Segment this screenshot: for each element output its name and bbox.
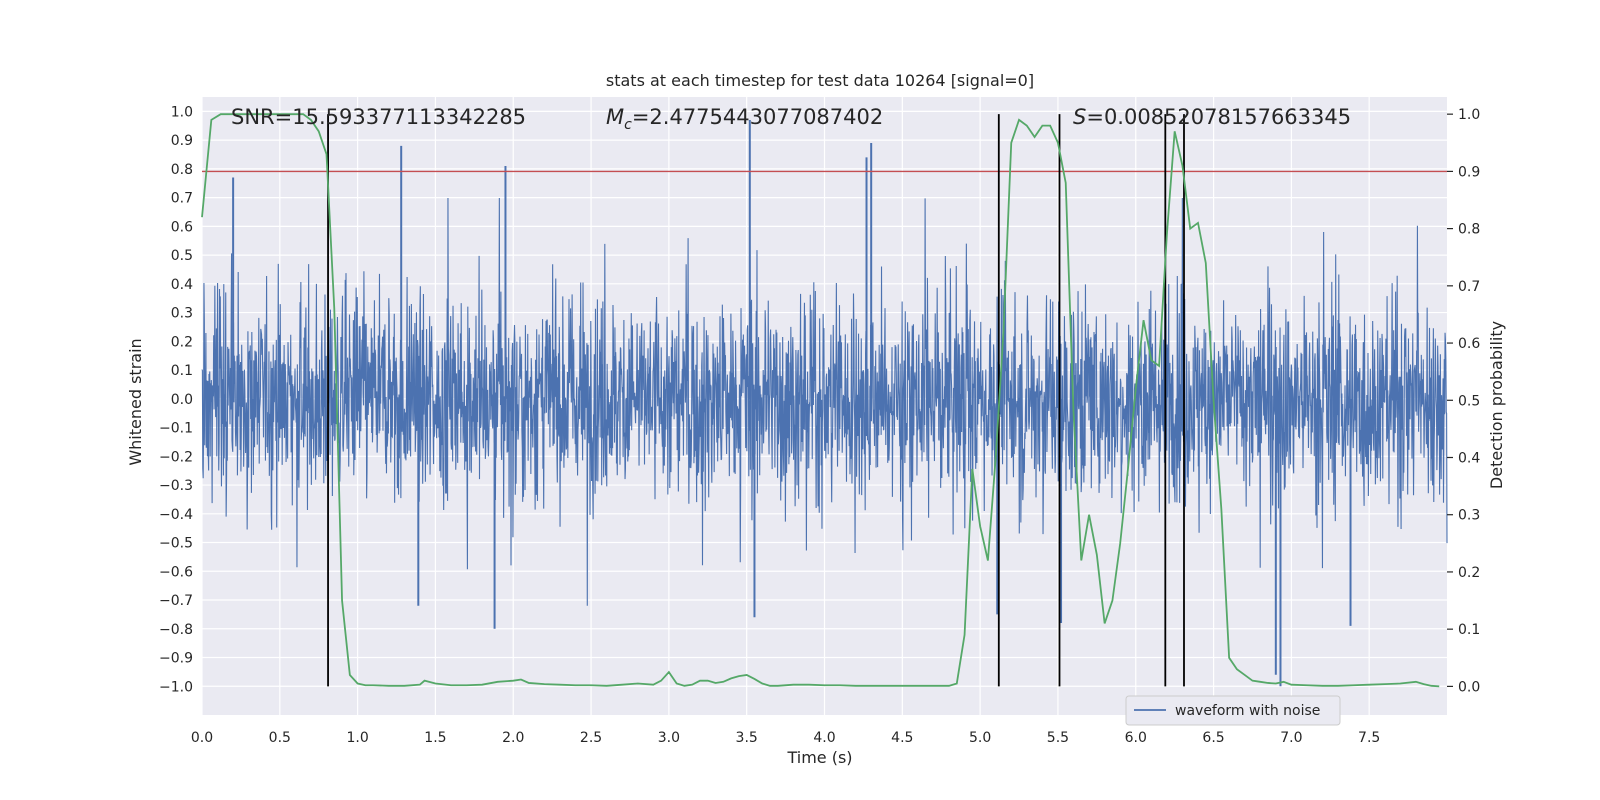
y-right-tick-label: 0.3	[1458, 508, 1480, 524]
x-tick-label: 3.5	[736, 730, 758, 746]
y-left-tick-label: −0.4	[159, 507, 193, 523]
y-left-tick-label: 0.1	[171, 363, 193, 379]
probability-line	[201, 113, 1440, 688]
y-axis-label-left: Whitened strain	[126, 338, 145, 465]
y-left-tick-label: 0.5	[171, 248, 193, 264]
x-tick-label: 6.5	[1202, 730, 1224, 746]
y-right-tick-label: 0.1	[1458, 622, 1480, 638]
y-left-tick-label: −1.0	[159, 679, 193, 695]
y-axis-label-right: Detection probability	[1487, 321, 1506, 489]
mc-value: =2.4775443077087402	[632, 105, 883, 129]
y-left-tick-label: 0.9	[171, 133, 193, 149]
s-symbol: S	[1073, 105, 1086, 129]
x-tick-label: 6.0	[1125, 730, 1147, 746]
y-right-tick-label: 1.0	[1458, 107, 1480, 123]
y-right-tick-label: 0.8	[1458, 222, 1480, 238]
y-right-tick-label: 0.2	[1458, 565, 1480, 581]
y-left-tick-label: −0.5	[159, 536, 193, 552]
x-tick-label: 1.5	[424, 730, 446, 746]
y-right-tick-label: 0.0	[1458, 679, 1480, 695]
overlays	[201, 113, 1447, 688]
x-tick-label: 4.0	[813, 730, 835, 746]
x-axis-label: Time (s)	[786, 748, 852, 767]
mc-subscript: c	[624, 117, 632, 133]
x-tick-label: 7.5	[1358, 730, 1380, 746]
x-tick-label: 7.0	[1280, 730, 1302, 746]
y-left-tick-label: −0.1	[159, 421, 193, 437]
y-left-tick-label: 0.7	[171, 191, 193, 207]
y-left-tick-label: −0.2	[159, 449, 193, 465]
noise-series	[201, 119, 1448, 687]
y-left-tick-label: 0.6	[171, 219, 193, 235]
x-tick-label: 3.0	[658, 730, 680, 746]
x-tick-label: 0.0	[191, 730, 213, 746]
y-left-tick-label: 1.0	[171, 104, 193, 120]
y-left-tick-label: 0.8	[171, 162, 193, 178]
y-right-tick-label: 0.4	[1458, 451, 1480, 467]
y-left-tick-label: 0.3	[171, 306, 193, 322]
y-right-tick-label: 0.7	[1458, 279, 1480, 295]
legend-box	[1125, 695, 1341, 726]
mc-symbol: M	[606, 105, 624, 129]
y-left-tick-label: 0.2	[171, 334, 193, 350]
s-annotation: S=0.00852078157663345	[1073, 105, 1351, 129]
x-tick-label: 4.5	[891, 730, 913, 746]
y-left-tick-label: −0.9	[159, 651, 193, 667]
x-tick-label: 5.0	[969, 730, 991, 746]
x-tick-label: 1.0	[346, 730, 368, 746]
chart-title: stats at each timestep for test data 102…	[606, 71, 1034, 90]
y-right-tick-label: 0.5	[1458, 393, 1480, 409]
y-left-tick-label: −0.8	[159, 622, 193, 638]
snr-annotation: SNR=15.593377113342285	[231, 105, 526, 129]
y-right-tick-label: 0.9	[1458, 164, 1480, 180]
legend: waveform with noise	[1125, 695, 1341, 726]
y-left-tick-label: 0.4	[171, 277, 193, 293]
y-right-tick-label: 0.6	[1458, 336, 1480, 352]
x-tick-label: 5.5	[1047, 730, 1069, 746]
x-tick-label: 2.0	[502, 730, 524, 746]
legend-label: waveform with noise	[1175, 703, 1320, 719]
y-left-tick-label: 0.0	[171, 392, 193, 408]
x-tick-label: 2.5	[580, 730, 602, 746]
noise-trace	[201, 198, 1448, 606]
y-left-tick-label: −0.6	[159, 564, 193, 580]
mc-annotation: Mc=2.4775443077087402	[606, 105, 883, 133]
ticks: 0.0 0.5 1.0 1.5 2.0 2.5 3.0 3.5 4.0 4.5 5.0 5.5 6.0 6…	[159, 104, 1480, 746]
x-tick-label: 0.5	[269, 730, 291, 746]
s-value: =0.00852078157663345	[1086, 105, 1351, 129]
y-left-tick-label: −0.7	[159, 593, 193, 609]
y-left-tick-label: −0.3	[159, 478, 193, 494]
